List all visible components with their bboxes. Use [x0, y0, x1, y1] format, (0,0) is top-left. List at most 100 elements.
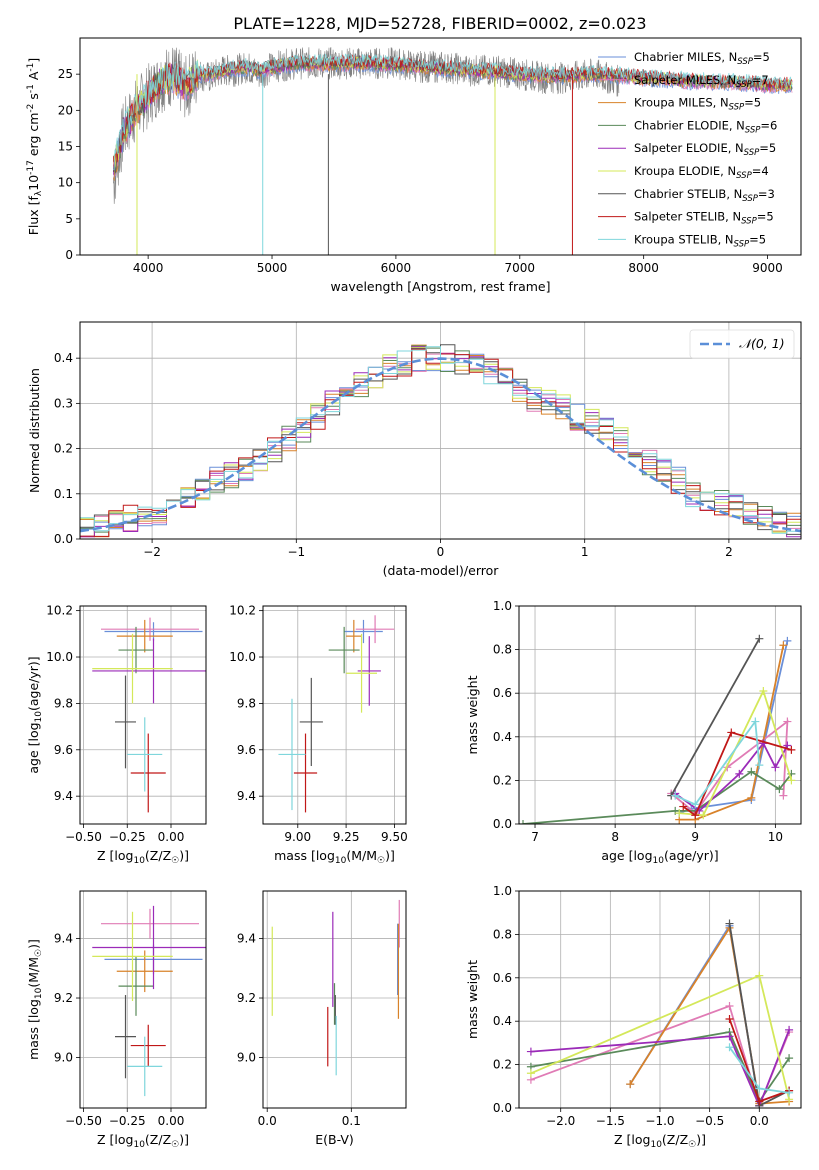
y-axis-label: age [log10(age/yr)]	[26, 656, 44, 773]
series-marker	[785, 1054, 794, 1063]
axes-residuals: −2 −1 0 1 2 0.0 0.1 0.2 0.3 0.4 (data-model)/error…	[27, 321, 802, 578]
panel-weight-vs-Z: −2.0 −1.5 −1.0 −0.5 0.0 0.0 0.2 0.4 0.6 0.8 1.0 Z […	[465, 884, 802, 1150]
series-marker	[725, 1043, 734, 1052]
y-tick-label: 0	[65, 248, 73, 262]
legend-label: Chabrier ELODIE, NSSP=6	[634, 118, 777, 135]
errorbar-point	[92, 633, 173, 704]
axes-age-vs-Z: −0.50 −0.25 0.00 9.4 9.6 9.8 10.0 10.2 Z [log10(…	[26, 604, 207, 866]
x-tick-label: 4000	[133, 261, 164, 275]
series-marker	[755, 1084, 764, 1093]
y-tick-label: 9.0	[237, 1050, 256, 1064]
y-tick-label: 0.6	[493, 971, 512, 985]
x-axis-label: Z [log10(Z/Z☉)]	[97, 848, 189, 866]
grid-age-vs-mass	[263, 606, 406, 824]
axes-weight-vs-Z: −2.0 −1.5 −1.0 −0.5 0.0 0.0 0.2 0.4 0.6 0.8 1.0 Z […	[465, 884, 802, 1150]
series-marker	[755, 634, 764, 643]
x-tick-label: 6000	[381, 261, 412, 275]
y-tick-label: 0.0	[493, 817, 512, 831]
x-tick-label: −0.50	[65, 1114, 102, 1128]
series-line-salpeter-elodie	[530, 1029, 790, 1108]
legend-label: Salpeter STELIB, NSSP=5	[634, 210, 774, 227]
series-marker	[775, 785, 784, 794]
x-tick-label: −0.50	[65, 830, 102, 844]
errorbar-point	[127, 1036, 163, 1097]
x-tick-label: 9	[691, 830, 699, 844]
legend-label: Kroupa MILES, NSSP=5	[634, 96, 761, 113]
y-tick-label: 0.3	[54, 396, 73, 410]
errorbar-point	[92, 911, 173, 1001]
errorbar-point	[293, 733, 318, 813]
x-tick-label: 8000	[628, 261, 659, 275]
axes-mass-vs-ebv: 0.0 0.1 9.0 9.2 9.4 E(B-V)	[237, 890, 407, 1147]
series-line-salpeter-stelib	[682, 731, 792, 817]
axes-frame	[518, 890, 802, 1109]
axes-age-vs-mass: 9.00 9.25 9.50 9.4 9.6 9.8 10.0 10.2 mass [log10…	[229, 604, 407, 866]
errorbar-point	[278, 698, 306, 811]
data-spectrum	[113, 47, 793, 255]
x-tick-label: 0.1	[342, 1114, 361, 1128]
x-tick-label: 0.00	[158, 830, 185, 844]
legend-label: Salpeter MILES, NSSP=7	[634, 73, 769, 90]
series-marker	[783, 636, 792, 645]
y-tick-label: 10.0	[46, 650, 73, 664]
y-axis-label: mass weight	[465, 960, 480, 1039]
y-axis-label: mass [log10(M/M☉)]	[26, 939, 44, 1060]
y-tick-label: 10.2	[46, 604, 73, 618]
histogram-kroupa-stelib	[80, 346, 801, 539]
series-marker	[725, 1002, 734, 1011]
series-marker	[691, 811, 700, 820]
grid-weight-vs-Z	[519, 890, 801, 1109]
y-tick-label: 9.6	[54, 743, 73, 757]
series-marker	[727, 728, 736, 737]
data-mass-vs-Z	[92, 905, 206, 1097]
panel-age-vs-mass: 9.00 9.25 9.50 9.4 9.6 9.8 10.0 10.2 mass [log10…	[229, 604, 407, 866]
series-marker	[755, 971, 764, 980]
x-tick-label: 0	[437, 545, 445, 559]
series-marker	[671, 806, 680, 815]
y-tick-label: 9.2	[54, 991, 73, 1005]
y-tick-label: 5	[65, 212, 73, 226]
axes-weight-vs-age: 7 8 9 10 0.0 0.2 0.4 0.6 0.8 1.0 age [log10(age/yr…	[465, 599, 802, 866]
x-tick-label: 9.00	[284, 830, 311, 844]
y-tick-label: 0.2	[493, 1058, 512, 1072]
series-marker	[771, 763, 780, 772]
series-line-chabrier-stelib	[670, 638, 761, 797]
x-tick-label: 0.0	[258, 1114, 277, 1128]
series-marker	[759, 687, 768, 696]
axes-frame	[79, 37, 802, 256]
data-age-vs-Z	[92, 617, 206, 813]
series-marker	[747, 767, 756, 776]
errorbar-point	[118, 956, 154, 1016]
x-tick-label: −1.5	[596, 1114, 625, 1128]
y-tick-label: 10.0	[229, 650, 256, 664]
x-tick-label: −0.25	[109, 830, 146, 844]
x-axis-label: mass [log10(M/M☉)]	[274, 848, 395, 866]
x-tick-label: −0.25	[109, 1114, 146, 1128]
series-marker	[747, 793, 756, 802]
series-marker	[691, 800, 700, 809]
y-axis-label: Normed distribution	[27, 368, 42, 493]
series-marker	[699, 811, 708, 820]
legend-label: Kroupa ELODIE, NSSP=4	[634, 164, 769, 181]
series-line-chabrier-elodie	[522, 770, 793, 824]
errorbar-point	[101, 908, 199, 939]
y-tick-label: 0.4	[493, 1014, 512, 1028]
y-tick-label: 0.6	[493, 686, 512, 700]
errorbar-point	[116, 619, 173, 653]
x-tick-label: −1.0	[645, 1114, 674, 1128]
grid-age-vs-Z	[80, 606, 206, 824]
legend-box	[689, 329, 795, 359]
x-tick-label: 0.00	[158, 1114, 185, 1128]
series-marker	[755, 1097, 764, 1106]
y-tick-label: 10	[58, 176, 73, 190]
series-marker	[755, 761, 764, 770]
x-tick-label: −2	[143, 545, 161, 559]
x-tick-label: 0.0	[750, 1114, 769, 1128]
data-weight-vs-age	[519, 634, 796, 824]
axes-frame	[262, 605, 407, 825]
series-marker	[785, 1088, 794, 1097]
x-tick-label: −0.5	[695, 1114, 724, 1128]
y-tick-label: 0.8	[493, 643, 512, 657]
series-marker	[783, 717, 792, 726]
